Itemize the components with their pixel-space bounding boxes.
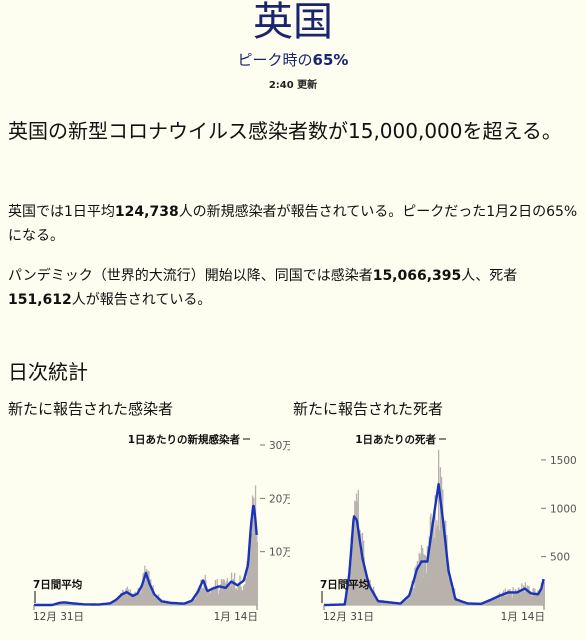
daily-bar [254,485,257,605]
cases-chart: 10万 20万 30万 12月 31日 1月 14日 1日あたりの新規感染者 7日間平均 [33,433,290,623]
daily-bar [221,580,223,605]
daily-bar [490,598,492,605]
headline: 英国の新型コロナウイルス感染者数が15,000,000を超える。 [8,119,562,143]
daily-bar [206,588,208,605]
daily-annotation: 1日あたりの新規感染者 [128,433,241,446]
daily-bar [239,575,241,605]
daily-average-value: 124,738 [114,204,179,220]
daily-bar [497,594,499,605]
daily-bar [419,555,421,605]
section-title: 日次統計 [8,360,88,384]
x-tick-label: 1月 14日 [214,611,258,623]
y-tick-label: 1500 [550,455,577,467]
y-tick-label: 10万 [269,547,290,559]
peak-percentage: ピーク時の65% [0,49,586,70]
para1-text-a: 英国では1日平均 [8,204,115,220]
peak-value: 65% [312,51,349,69]
updated-time: 2:40 更新 [268,80,318,91]
daily-bar [454,596,456,605]
seven-day-average-line [323,482,545,607]
daily-bar [437,449,440,605]
daily-average-paragraph: 英国では1日平均124,738人の新規感染者が報告されている。ピークだった1月2… [8,200,580,248]
daily-bar [543,582,546,605]
peak-prefix: ピーク時の [237,51,313,69]
y-tick-label: 500 [550,552,570,564]
x-tick-label: 12月 31日 [323,611,374,623]
daily-bar [414,567,416,605]
daily-bar [422,548,424,605]
para2-text-a: パンデミック（世界的大流行）開始以降、同国では感染者 [8,268,373,284]
daily-bar [412,580,414,605]
para1-text-b: 人の新規感染者が報告されている。ピークだった1月2日の65%になる。 [8,204,578,244]
total-cases-value: 15,066,395 [372,268,462,284]
daily-bars [334,449,546,605]
daily-bar [233,572,236,605]
y-tick-label: 20万 [269,493,290,505]
daily-bar [488,598,490,605]
daily-bar [135,592,137,605]
country-title: 英国 [253,0,333,45]
x-tick-label: 12月 31日 [33,611,84,623]
para2-text-c: 人が報告されている。 [71,292,212,308]
x-tick-label: 1月 14日 [501,611,545,623]
total-deaths-value: 151,612 [8,292,72,308]
average-annotation: 7日間平均 [33,578,82,591]
daily-bar [256,541,259,605]
daily-annotation: 1日あたりの死者 [355,433,436,446]
para2-text-b: 人、死者 [461,268,518,284]
seven-day-average-line [33,504,258,607]
deaths-chart-title: 新たに報告された死者 [293,400,444,418]
y-tick-label: 30万 [269,440,290,452]
average-annotation: 7日間平均 [320,578,369,591]
deaths-chart: 500 1000 1500 12月 31日 1月 14日 1日あたりの死者 7日間平均 [320,433,577,623]
daily-bar [150,579,152,605]
total-paragraph: パンデミック（世界的大流行）開始以降、同国では感染者15,066,395人、死者… [8,264,580,312]
cases-chart-title: 新たに報告された感染者 [8,400,174,418]
y-tick-label: 1000 [550,503,577,515]
